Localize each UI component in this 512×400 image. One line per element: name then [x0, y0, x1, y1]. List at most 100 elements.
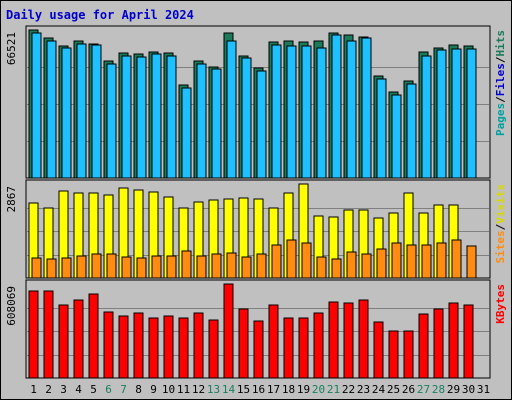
kbytes-legend: KBytes	[494, 284, 507, 324]
visits-bar-sites	[376, 248, 387, 279]
day-label: 17	[267, 383, 280, 396]
day-label: 2	[45, 383, 52, 396]
hits-bar-files	[286, 45, 297, 179]
day-label: 15	[237, 383, 250, 396]
hits-legend-item: /	[494, 56, 507, 63]
visits-bar-sites	[331, 258, 342, 279]
visits-bar-sites	[286, 239, 297, 279]
day-label: 27	[417, 383, 430, 396]
visits-legend-item: Sites	[494, 230, 507, 263]
visits-bar-sites	[346, 251, 357, 279]
hits-legend-item: Files	[494, 63, 507, 96]
day-label: 30	[462, 383, 475, 396]
visits-bar-sites	[31, 257, 42, 279]
kbytes-bar-kbytes	[358, 299, 369, 379]
day-label: 18	[282, 383, 295, 396]
hits-bar-files	[76, 43, 87, 179]
visits-bar-sites	[136, 257, 147, 279]
kbytes-bar-kbytes	[223, 283, 234, 379]
visits-bar-sites	[241, 256, 252, 279]
kbytes-bar-kbytes	[43, 290, 54, 379]
day-label: 11	[177, 383, 190, 396]
hits-bar-files	[271, 44, 282, 179]
hits-bar-files	[196, 63, 207, 179]
kbytes-bar-kbytes	[28, 290, 39, 379]
hits-legend-item: Pages	[494, 103, 507, 136]
day-label: 19	[297, 383, 310, 396]
hits-bar-files	[151, 53, 162, 179]
kbytes-bar-kbytes	[298, 317, 309, 379]
visits-legend-item: Visits	[494, 184, 507, 224]
visits-bar-sites	[106, 253, 117, 279]
visits-bar-sites	[166, 255, 177, 279]
visits-bar-sites	[226, 252, 237, 279]
visits-bar-sites	[46, 258, 57, 279]
day-label: 22	[342, 383, 355, 396]
kbytes-bar-kbytes	[373, 321, 384, 379]
kbytes-bar-kbytes	[73, 299, 84, 379]
day-label: 23	[357, 383, 370, 396]
hits-bar-files	[181, 87, 192, 179]
hits-bar-files	[301, 45, 312, 179]
day-label: 7	[120, 383, 127, 396]
day-label: 21	[327, 383, 340, 396]
kbytes-bar-kbytes	[118, 315, 129, 379]
hits-bar-files	[421, 55, 432, 179]
visits-bar-sites	[76, 255, 87, 279]
visits-bar-sites	[196, 255, 207, 279]
kbytes-bar-kbytes	[103, 311, 114, 379]
hits-bar-files	[211, 68, 222, 179]
visits-bar-sites	[466, 245, 477, 279]
hits-bar-files	[61, 47, 72, 179]
chart-title: Daily usage for April 2024	[6, 8, 194, 22]
kbytes-bar-kbytes	[388, 330, 399, 379]
visits-bar-sites	[361, 253, 372, 279]
day-label: 29	[447, 383, 460, 396]
visits-max-label: 2867	[5, 186, 18, 213]
kbytes-bar-kbytes	[328, 301, 339, 379]
hits-bar-files	[451, 48, 462, 179]
kbytes-bar-kbytes	[403, 330, 414, 379]
visits-bar-sites	[256, 253, 267, 279]
hits-legend-item: Hits	[494, 30, 507, 57]
day-label: 16	[252, 383, 265, 396]
day-label: 6	[105, 383, 112, 396]
day-label: 4	[75, 383, 82, 396]
kbytes-bar-kbytes	[283, 317, 294, 379]
kbytes-bar-kbytes	[268, 304, 279, 379]
kbytes-bar-kbytes	[418, 313, 429, 379]
kbytes-bar-kbytes	[343, 302, 354, 379]
day-label: 10	[162, 383, 175, 396]
hits-bar-files	[361, 37, 372, 179]
kbytes-bar-kbytes	[178, 317, 189, 379]
hits-bar-files	[226, 40, 237, 179]
hits-bar-files	[166, 55, 177, 179]
day-label: 14	[222, 383, 236, 396]
day-label: 31	[477, 383, 490, 396]
hits-bar-files	[106, 63, 117, 179]
day-label: 3	[60, 383, 67, 396]
hits-bar-files	[91, 44, 102, 179]
visits-bar-sites	[91, 253, 102, 279]
kbytes-bar-kbytes	[193, 312, 204, 379]
visits-bar-sites	[421, 244, 432, 279]
kbytes-bar-kbytes	[238, 308, 249, 379]
visits-legend: Sites/Visits	[494, 184, 507, 264]
day-label: 1	[30, 383, 37, 396]
kbytes-legend-item: KBytes	[494, 284, 507, 324]
day-label: 24	[372, 383, 386, 396]
hits-bar-files	[466, 48, 477, 179]
kbytes-bar-kbytes	[463, 304, 474, 379]
visits-bar-sites	[451, 239, 462, 279]
kbytes-bar-kbytes	[148, 317, 159, 379]
day-label: 8	[135, 383, 142, 396]
hits-bar-files	[436, 49, 447, 179]
kbytes-bar-kbytes	[163, 315, 174, 379]
visits-bar-sites	[211, 253, 222, 279]
visits-bar-sites	[151, 255, 162, 279]
visits-bar-sites	[391, 242, 402, 279]
visits-bar-sites	[271, 244, 282, 279]
hits-bar-files	[376, 78, 387, 179]
hits-max-label: 66521	[5, 32, 18, 65]
